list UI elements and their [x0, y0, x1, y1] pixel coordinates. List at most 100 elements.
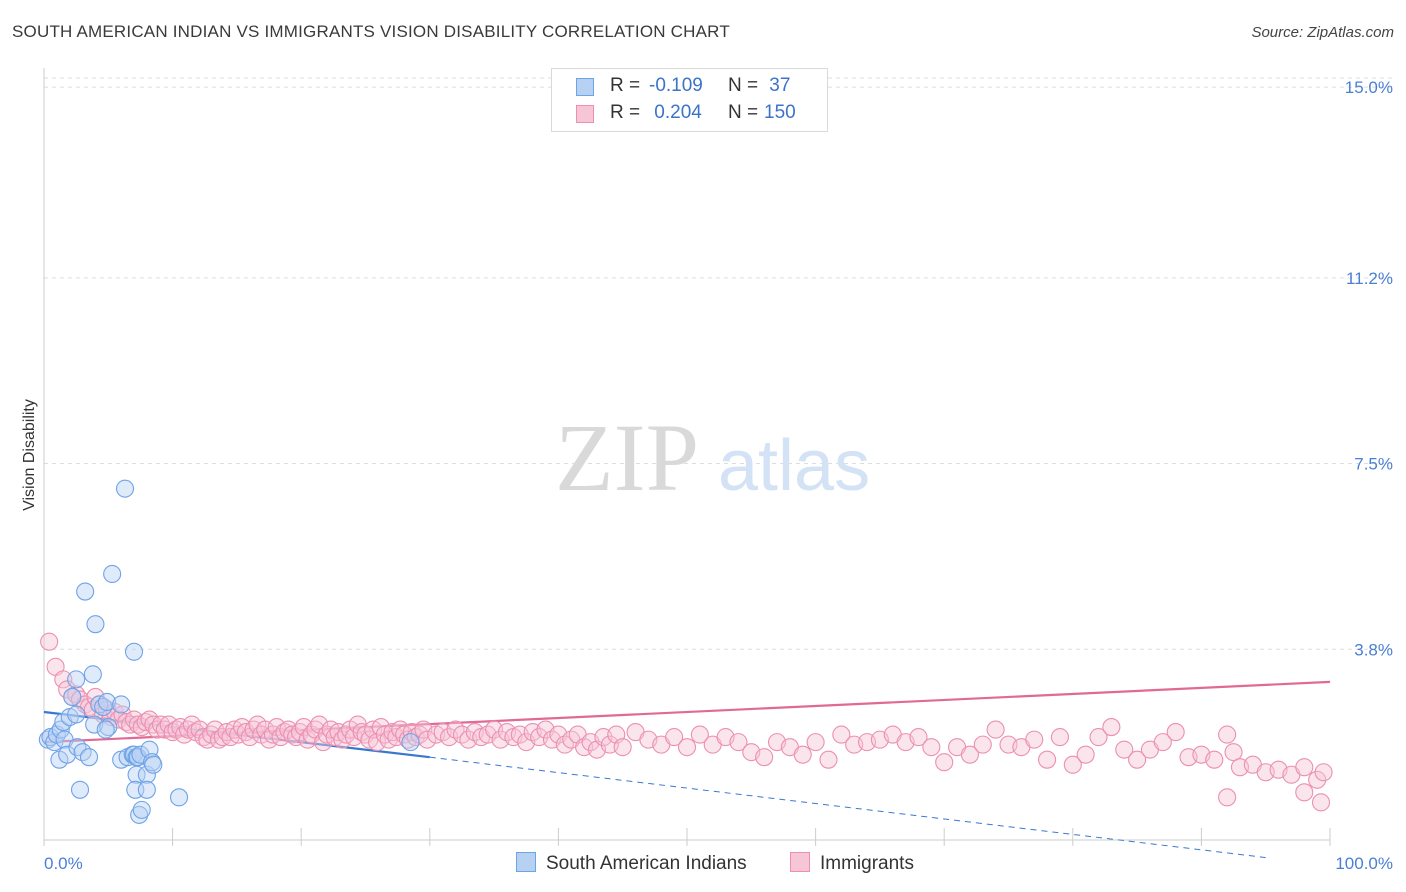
legend-r-value: 0.204 — [649, 102, 702, 123]
watermark-atlas: atlas — [718, 426, 870, 506]
gridlines — [44, 77, 1392, 650]
legend-n-value: 37 — [764, 75, 791, 96]
immigrants-trend-line — [43, 680, 1331, 744]
legend-r-value: -0.109 — [649, 75, 703, 96]
bottom-legend-swatch-blue — [516, 852, 536, 872]
south-american-indians-point — [58, 745, 77, 764]
legend-n-value: 150 — [764, 102, 796, 123]
immigrants-point — [310, 715, 329, 734]
south-american-indians-point — [51, 720, 70, 739]
immigrants-point — [368, 733, 387, 752]
immigrants-point — [1076, 745, 1095, 764]
y-tick-label: 15.0% — [1345, 78, 1393, 97]
immigrants-point — [1295, 783, 1314, 802]
immigrants-point — [1038, 750, 1057, 769]
watermark-zip: ZIP — [555, 404, 699, 511]
south-american-indians-point — [68, 738, 87, 757]
south-american-indians-point — [130, 805, 149, 824]
immigrants-point — [973, 735, 992, 754]
legend-r-label: R = — [610, 75, 641, 96]
immigrants-point — [1224, 743, 1243, 762]
watermark: ZIP atlas — [555, 404, 870, 511]
stats-legend: R = -0.109 N = 37 R = 0.204 N = 150 — [551, 68, 828, 132]
legend-swatch-pink — [576, 105, 594, 123]
y-axis-label: Vision Disability — [21, 399, 38, 511]
immigrants-point — [1295, 758, 1314, 777]
immigrants-points — [40, 632, 1333, 812]
immigrants-point — [832, 725, 851, 744]
legend-n-label: N = — [728, 102, 759, 123]
south-american-indians-point — [401, 733, 420, 752]
south-american-indians-point — [70, 780, 90, 799]
south-american-indians-point — [85, 715, 104, 734]
south-american-indians-point — [115, 479, 135, 498]
immigrants-point — [54, 670, 73, 689]
immigrants-point — [40, 632, 59, 651]
immigrants-point — [729, 733, 748, 752]
bottom-legend-swatch-pink — [790, 852, 810, 872]
immigrants-point — [205, 720, 225, 739]
south-american-indians-point — [67, 670, 86, 689]
immigrants-point — [1153, 733, 1172, 752]
axes — [43, 68, 1331, 846]
chart-source: Source: ZipAtlas.com — [1251, 24, 1394, 41]
immigrants-point — [935, 753, 954, 772]
immigrants-point — [1314, 763, 1333, 782]
south-american-indians-point — [97, 692, 117, 712]
south-american-indians-trend-line — [43, 710, 430, 759]
south-american-indians-point — [96, 720, 115, 739]
x-tick-label: 100.0% — [1335, 854, 1393, 873]
y-tick-label: 7.5% — [1354, 455, 1393, 474]
south-american-indians-point — [86, 615, 105, 634]
bottom-legend-label: Immigrants — [820, 853, 914, 874]
south-american-indians-point — [144, 755, 163, 774]
bottom-legend-immigrants: Immigrants — [790, 852, 914, 875]
south-american-indians-point — [127, 765, 146, 784]
legend-r-label: R = — [610, 102, 641, 123]
chart-title: SOUTH AMERICAN INDIAN VS IMMIGRANTS VISI… — [12, 22, 730, 41]
immigrants-point — [1050, 728, 1069, 747]
immigrants-point — [1308, 770, 1327, 789]
immigrants-point — [1218, 725, 1237, 744]
south-american-indians-point — [137, 780, 156, 799]
immigrants-point — [922, 738, 941, 757]
legend-swatch-blue — [576, 78, 594, 96]
south-american-indians-point — [169, 788, 189, 807]
x-tick-label: 0.0% — [44, 854, 83, 873]
immigrants-point — [665, 728, 684, 747]
tick-labels: 3.8% 7.5% 11.2% 15.0% 0.0% 100.0% — [44, 78, 1393, 873]
south-american-indians-point — [99, 718, 118, 737]
y-tick-label: 3.8% — [1354, 640, 1393, 659]
south-american-indians-trend-extension — [429, 756, 1266, 859]
immigrants-point — [1311, 793, 1331, 812]
bottom-legend-label: South American Indians — [546, 853, 747, 874]
south-american-indians-point — [79, 748, 99, 767]
south-american-indians-point — [124, 642, 144, 661]
immigrants-point — [1063, 755, 1082, 774]
immigrants-point — [613, 738, 632, 757]
south-american-indians-points — [38, 479, 420, 824]
immigrants-point — [1218, 788, 1237, 807]
south-american-indians-point — [63, 687, 82, 706]
legend-n-label: N = — [728, 75, 759, 96]
immigrants-point — [806, 733, 825, 752]
immigrants-point — [986, 720, 1005, 739]
immigrants-point — [1128, 750, 1147, 769]
trend-lines — [43, 680, 1331, 859]
south-american-indians-point — [83, 665, 102, 684]
south-american-indians-point — [132, 800, 151, 819]
immigrants-point — [819, 750, 838, 769]
immigrants-point — [909, 728, 928, 747]
immigrants-point — [960, 745, 979, 764]
south-american-indians-point — [103, 564, 122, 584]
immigrants-point — [755, 748, 774, 767]
immigrants-point — [1102, 718, 1121, 737]
y-tick-label: 11.2% — [1346, 269, 1393, 288]
immigrants-point — [1025, 730, 1044, 749]
south-american-indians-point — [67, 705, 86, 724]
immigrants-point — [793, 745, 812, 764]
immigrants-point — [1115, 740, 1134, 759]
immigrants-point — [1205, 750, 1224, 769]
south-american-indians-point — [112, 695, 131, 714]
